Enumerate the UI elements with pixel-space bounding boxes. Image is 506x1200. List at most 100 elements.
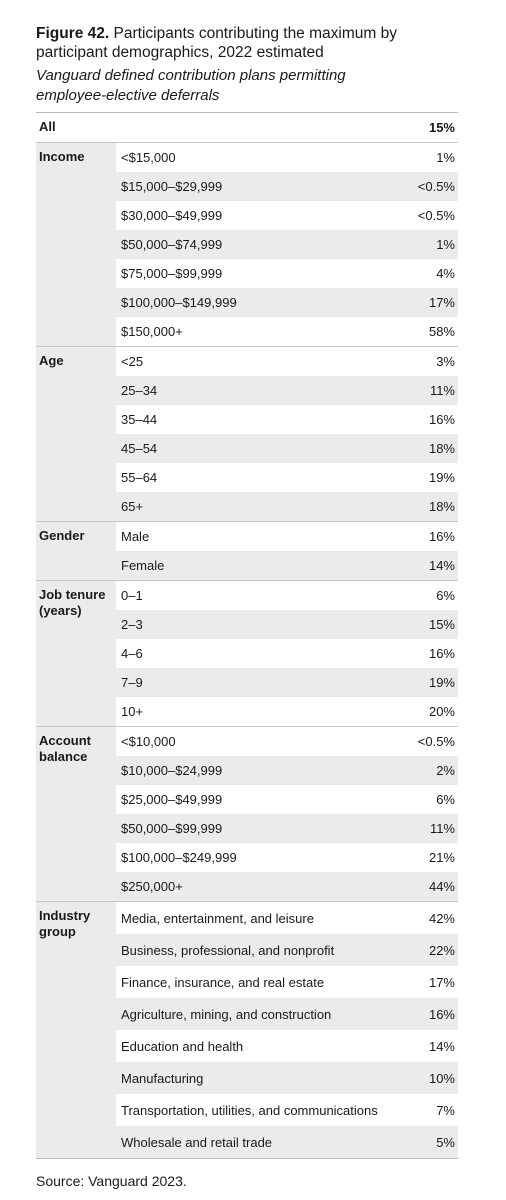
row: 2–3 15% xyxy=(116,610,458,639)
row-value: 2% xyxy=(436,763,455,778)
row-label: Male xyxy=(121,529,150,544)
row-label: $75,000–$99,999 xyxy=(121,266,223,281)
row: Transportation, utilities, and communica… xyxy=(116,1094,458,1126)
row-label: Transportation, utilities, and communica… xyxy=(121,1102,378,1118)
row: 25–34 11% xyxy=(116,376,458,405)
row-value: 15% xyxy=(428,120,455,135)
row-label: <25 xyxy=(121,354,144,369)
row: Manufacturing 10% xyxy=(116,1062,458,1094)
row-label: Agriculture, mining, and construction xyxy=(121,1006,332,1022)
row: Finance, insurance, and real estate 17% xyxy=(116,966,458,998)
row-value: <0.5% xyxy=(417,734,455,749)
row-value: 19% xyxy=(428,675,455,690)
title: Figure 42. Participants contributing the… xyxy=(36,24,436,62)
row-label: $100,000–$249,999 xyxy=(121,850,237,865)
row: $100,000–$249,999 21% xyxy=(116,843,458,872)
row-label: 45–54 xyxy=(121,441,158,456)
row: $250,000+ 44% xyxy=(116,872,458,901)
row-value: 5% xyxy=(436,1134,455,1150)
row-value: 42% xyxy=(428,910,455,926)
source: Source: Vanguard 2023. xyxy=(36,1173,187,1189)
row-label: $50,000–$99,999 xyxy=(121,821,223,836)
row: <25 3% xyxy=(116,347,458,376)
row-value: 1% xyxy=(436,237,455,252)
row: 0–1 6% xyxy=(116,581,458,610)
row-value: 17% xyxy=(428,295,455,310)
row-value: 4% xyxy=(436,266,455,281)
row-value: 6% xyxy=(436,588,455,603)
row-value: 16% xyxy=(428,412,455,427)
row: 15% xyxy=(116,113,458,142)
row-group: Age <25 3% 25–34 11% 35–44 16% 45–54 18% 55–64 19%… xyxy=(36,346,458,521)
row: Media, entertainment, and leisure 42% xyxy=(116,902,458,934)
row-group: Account balance <$10,000 <0.5% $10,000–$24,… xyxy=(36,726,458,901)
row-value: 7% xyxy=(436,1102,455,1118)
row: Business, professional, and nonprofit 22% xyxy=(116,934,458,966)
row-label: 55–64 xyxy=(121,470,158,485)
title-text: Participants contributing the maximum by… xyxy=(36,25,397,61)
row: $150,000+ 58% xyxy=(116,317,458,346)
row-label: $15,000–$29,999 xyxy=(121,179,223,194)
subtitle: Vanguard defined contribution plans perm… xyxy=(36,67,346,104)
row-group: All 15% xyxy=(36,113,458,142)
row-label: Female xyxy=(121,558,165,573)
rows: Media, entertainment, and leisure 42% Busi… xyxy=(116,902,458,1158)
group-label: All xyxy=(36,113,116,142)
table: All 15% Income <$15,000 1% $15,000–$29,999 <0.… xyxy=(36,112,458,1159)
rows: <25 3% 25–34 11% 35–44 16% 45–54 18% 55–64 19% 65+… xyxy=(116,347,458,521)
row-label: <$10,000 xyxy=(121,734,176,749)
row: $15,000–$29,999 <0.5% xyxy=(116,172,458,201)
row: $10,000–$24,999 2% xyxy=(116,756,458,785)
rows: 15% xyxy=(116,113,458,142)
row-value: 16% xyxy=(428,1006,455,1022)
group-label: Income xyxy=(36,143,116,346)
row-label: $10,000–$24,999 xyxy=(121,763,223,778)
row: $25,000–$49,999 6% xyxy=(116,785,458,814)
row: Agriculture, mining, and construction 16% xyxy=(116,998,458,1030)
row-group: Job tenure (years) 0–1 6% 2–3 15% 4–6 16% 7–9 19… xyxy=(36,580,458,726)
row-value: 19% xyxy=(428,470,455,485)
row-value: 1% xyxy=(436,150,455,165)
rows: <$10,000 <0.5% $10,000–$24,999 2% $25,000–$4… xyxy=(116,727,458,901)
row-label: <$15,000 xyxy=(121,150,176,165)
figure-number: Figure 42. xyxy=(36,25,110,42)
row: $50,000–$74,999 1% xyxy=(116,230,458,259)
row-label: $50,000–$74,999 xyxy=(121,237,223,252)
row: 55–64 19% xyxy=(116,463,458,492)
row-value: 14% xyxy=(428,1038,455,1054)
row-group: Income <$15,000 1% $15,000–$29,999 <0.5% $30,… xyxy=(36,142,458,346)
row-label: 65+ xyxy=(121,499,144,514)
row-value: 18% xyxy=(428,499,455,514)
group-label: Job tenure (years) xyxy=(36,581,116,726)
row-value: 16% xyxy=(428,529,455,544)
row-value: 14% xyxy=(428,558,455,573)
row: 65+ 18% xyxy=(116,492,458,521)
row-value: 11% xyxy=(429,383,455,398)
row-label: 0–1 xyxy=(121,588,143,603)
row: Female 14% xyxy=(116,551,458,580)
rows: 0–1 6% 2–3 15% 4–6 16% 7–9 19% 10+ 20% xyxy=(116,581,458,726)
row-label: $100,000–$149,999 xyxy=(121,295,237,310)
row-label: 25–34 xyxy=(121,383,158,398)
row-label xyxy=(121,124,129,132)
row: $30,000–$49,999 <0.5% xyxy=(116,201,458,230)
row-label: $30,000–$49,999 xyxy=(121,208,223,223)
row-value: 15% xyxy=(428,617,455,632)
row: Male 16% xyxy=(116,522,458,551)
row-value: 58% xyxy=(428,324,455,339)
row-label: $150,000+ xyxy=(121,324,183,339)
row-group: Industry group Media, entertainment, and … xyxy=(36,901,458,1158)
row-value: 11% xyxy=(429,821,455,836)
row-label: $250,000+ xyxy=(121,879,183,894)
row-group: Gender Male 16% Female 14% xyxy=(36,521,458,580)
group-label: Account balance xyxy=(36,727,116,901)
row: 4–6 16% xyxy=(116,639,458,668)
row-value: 20% xyxy=(428,704,455,719)
row-value: 22% xyxy=(428,942,455,958)
row-value: <0.5% xyxy=(417,179,455,194)
row: $100,000–$149,999 17% xyxy=(116,288,458,317)
row: 45–54 18% xyxy=(116,434,458,463)
row: 10+ 20% xyxy=(116,697,458,726)
row: Education and health 14% xyxy=(116,1030,458,1062)
rows: <$15,000 1% $15,000–$29,999 <0.5% $30,000–$4… xyxy=(116,143,458,346)
